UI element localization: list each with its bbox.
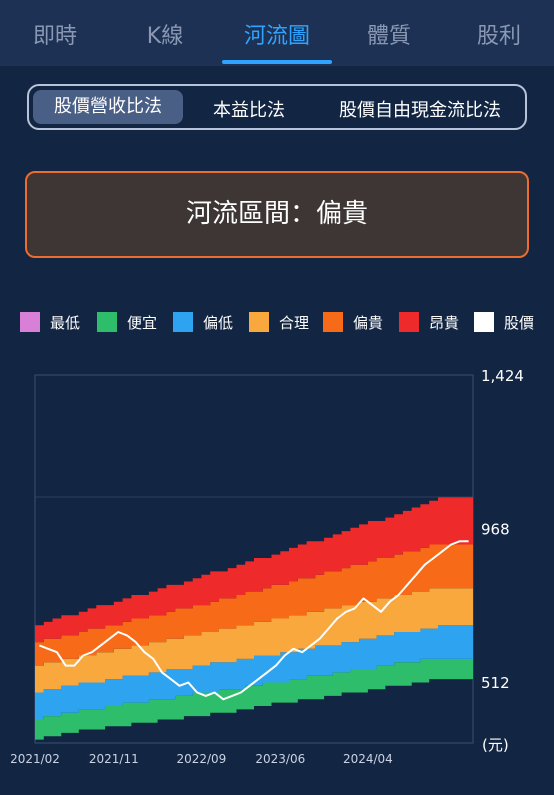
tab-dividend[interactable]: 股利: [476, 24, 521, 49]
legend-label: 股價: [504, 314, 535, 332]
y-tick-label: 968: [481, 520, 510, 538]
tab-fundamentals[interactable]: 體質: [366, 24, 411, 49]
river-zone-banner: 河流區間：偏貴: [25, 171, 529, 258]
band-便宜: [35, 658, 473, 740]
legend-swatch: [474, 312, 494, 332]
band-偏低: [35, 625, 473, 720]
legend-label: 昂貴: [429, 314, 460, 332]
top-tab-bar: 即時 K線 河流圖 體質 股利: [0, 0, 554, 66]
active-tab-indicator: [222, 60, 332, 64]
price-line: [39, 540, 469, 701]
legend-label: 最低: [50, 314, 81, 332]
band-偏貴: [35, 544, 473, 666]
legend-label: 合理: [279, 314, 310, 332]
river-chart[interactable]: 1,424 968 512 2021/02 2021/11 2022/09 2023/06…: [0, 365, 554, 790]
legend-swatch: [97, 312, 117, 332]
x-tick-label: 2023/06: [255, 752, 305, 766]
method-segmented-control: 股價營收比法 本益比法 股價自由現金流比法: [27, 84, 527, 130]
band-合理: [35, 588, 473, 693]
x-tick-label: 2022/09: [176, 752, 226, 766]
legend-label: 偏低: [203, 314, 234, 332]
y-tick-label: 512: [481, 674, 510, 692]
segment-price-revenue[interactable]: 股價營收比法: [33, 90, 183, 124]
tab-river-chart[interactable]: 河流圖: [243, 24, 310, 49]
legend-swatch: [173, 312, 193, 332]
tab-kline[interactable]: K線: [146, 24, 184, 49]
segment-pe-ratio[interactable]: 本益比法: [213, 100, 285, 121]
tab-realtime[interactable]: 即時: [32, 24, 77, 49]
chart-legend: 最低 便宜 偏低 合理 偏貴 昂貴 股價: [20, 310, 550, 334]
x-tick-label: 2024/04: [343, 752, 393, 766]
band-昂貴: [35, 497, 473, 643]
y-tick-label: 1,424: [481, 367, 524, 385]
legend-swatch: [323, 312, 343, 332]
legend-swatch: [249, 312, 269, 332]
x-tick-label: 2021/02: [10, 752, 60, 766]
x-tick-label: 2021/11: [89, 752, 139, 766]
legend-label: 便宜: [127, 314, 158, 332]
river-zone-text: 河流區間：偏貴: [185, 199, 368, 229]
y-axis-unit: (元): [482, 736, 509, 754]
legend-swatch: [20, 312, 40, 332]
legend-swatch: [399, 312, 419, 332]
segment-price-fcf[interactable]: 股價自由現金流比法: [339, 100, 501, 121]
legend-label: 偏貴: [353, 314, 384, 332]
